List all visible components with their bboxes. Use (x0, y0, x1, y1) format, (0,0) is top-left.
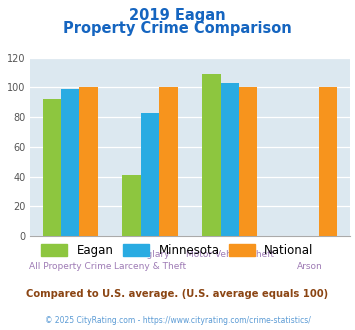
Text: Motor Vehicle Theft: Motor Vehicle Theft (186, 250, 274, 259)
Text: Property Crime Comparison: Property Crime Comparison (63, 21, 292, 36)
Text: All Property Crime: All Property Crime (29, 262, 111, 271)
Bar (239, 87, 257, 236)
Bar (43, 99, 61, 236)
Text: © 2025 CityRating.com - https://www.cityrating.com/crime-statistics/: © 2025 CityRating.com - https://www.city… (45, 316, 310, 325)
Bar (61, 89, 79, 236)
Legend: Eagan, Minnesota, National: Eagan, Minnesota, National (37, 239, 318, 261)
Bar (202, 74, 221, 236)
Bar (221, 83, 239, 236)
Text: Arson: Arson (297, 262, 323, 271)
Text: Burglary: Burglary (131, 250, 169, 259)
Text: Larceny & Theft: Larceny & Theft (114, 262, 186, 271)
Bar (122, 175, 141, 236)
Bar (159, 87, 178, 236)
Bar (79, 87, 98, 236)
Text: 2019 Eagan: 2019 Eagan (129, 8, 226, 23)
Bar (141, 113, 159, 236)
Text: Compared to U.S. average. (U.S. average equals 100): Compared to U.S. average. (U.S. average … (26, 289, 329, 299)
Bar (319, 87, 337, 236)
